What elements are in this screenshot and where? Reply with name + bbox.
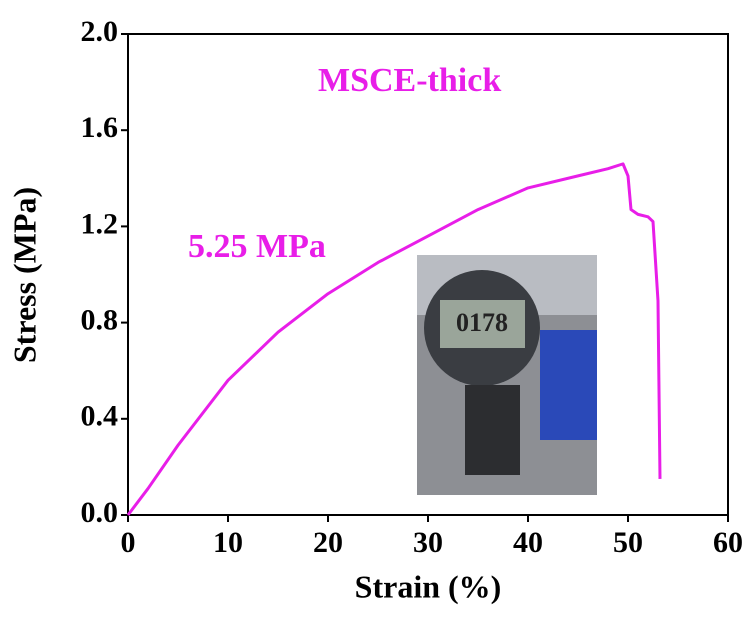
x-tick-label: 50 [613, 526, 643, 559]
x-tick-label: 30 [413, 526, 443, 559]
gauge-display [440, 300, 525, 348]
inset-photo: 0178 [417, 255, 597, 495]
x-tick-label: 40 [513, 526, 543, 559]
y-tick-label: 0.4 [81, 400, 119, 433]
y-tick-label: 1.2 [81, 207, 119, 240]
gauge-stem [465, 385, 520, 475]
x-tick-label: 20 [313, 526, 343, 559]
x-tick-label: 60 [713, 526, 743, 559]
annotation: 5.25 MPa [188, 228, 326, 265]
y-tick-label: 0.8 [81, 303, 119, 336]
y-tick-label: 1.6 [81, 111, 119, 144]
y-tick-label: 2.0 [81, 15, 119, 48]
annotation: MSCE-thick [318, 62, 501, 99]
y-tick-label: 0.0 [81, 496, 119, 529]
x-axis-label: Strain (%) [355, 568, 502, 604]
y-axis-label: Stress (MPa) [6, 187, 42, 363]
photo-detail: 0178 [456, 308, 508, 337]
glove [540, 330, 597, 440]
data-line [126, 162, 662, 516]
x-tick-label: 10 [213, 526, 243, 559]
x-tick-label: 0 [121, 526, 136, 559]
